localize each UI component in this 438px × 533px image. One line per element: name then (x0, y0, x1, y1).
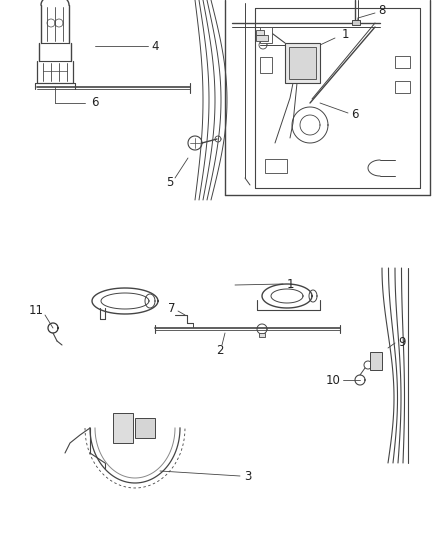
Bar (259, 333, 265, 337)
Text: 8: 8 (378, 4, 386, 18)
Bar (289, 47, 316, 79)
Bar (285, 43, 320, 83)
Bar (395, 56, 410, 68)
Text: 6: 6 (351, 109, 359, 122)
Bar (370, 352, 382, 370)
Text: 6: 6 (91, 96, 99, 109)
Bar (135, 418, 155, 438)
Bar (260, 57, 272, 73)
Text: 5: 5 (166, 176, 174, 190)
Text: 1: 1 (341, 28, 349, 42)
Text: 4: 4 (151, 39, 159, 52)
Text: 2: 2 (216, 344, 224, 358)
Text: 9: 9 (398, 336, 406, 350)
Text: 7: 7 (168, 302, 176, 314)
Bar (260, 27, 272, 43)
Bar (256, 35, 268, 41)
Bar (395, 81, 410, 93)
Bar (256, 30, 264, 35)
Text: 11: 11 (28, 304, 43, 318)
Text: 1: 1 (286, 279, 294, 292)
Text: 10: 10 (325, 374, 340, 386)
Bar (113, 413, 133, 443)
Bar (265, 159, 287, 173)
Text: 3: 3 (244, 470, 252, 482)
Bar (352, 20, 360, 25)
